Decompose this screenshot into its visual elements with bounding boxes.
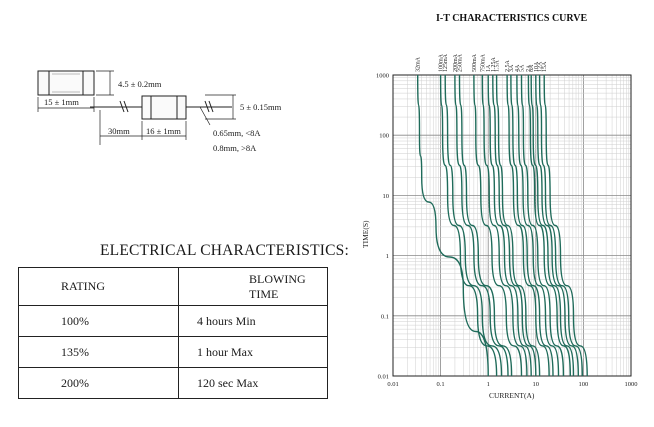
curve-2.5A: [506, 74, 550, 377]
curve-200mA: [454, 74, 509, 377]
chart-grid: [392, 75, 631, 377]
curve-100mA: [439, 74, 498, 377]
curve-label: 1A: [486, 64, 492, 72]
blowing-time-cell: 1 hour Max: [178, 336, 328, 368]
curve-label: 15A: [542, 61, 548, 72]
x-tick-label: 100: [579, 381, 589, 388]
curve-label: 10A: [534, 61, 540, 72]
curve-label: 100mA: [439, 53, 445, 72]
curve-4A: [516, 74, 560, 377]
lead-fuse-drawing: [90, 95, 232, 120]
curve-label: 250mA: [458, 53, 464, 72]
plain-fuse-dimension-lines: [37, 70, 114, 112]
x-axis-ticks: 0.01 0.1 1 10 100 1000: [387, 381, 637, 388]
y-tick-label: 1: [386, 253, 389, 260]
x-tick-label: 1: [487, 381, 490, 388]
curve-750mA: [481, 74, 528, 377]
blowing-time-header: BLOWING TIME: [178, 267, 328, 306]
rating-cell: 135%: [18, 336, 179, 368]
lead-fuse-dimension-lines: [99, 94, 236, 145]
y-tick-label: 1000: [376, 73, 389, 80]
curve-1.25A: [492, 74, 537, 377]
lead-length-label: 30mm: [108, 126, 130, 136]
curve-label: 32mA: [416, 56, 422, 72]
curve-label: 8A: [529, 64, 535, 72]
lead-body-diameter-label: 5 ± 0.15mm: [240, 102, 282, 112]
table-row: 100% 4 hours Min: [18, 305, 328, 337]
body-length-label: 15 ± 1mm: [44, 97, 79, 107]
chart-curves: [417, 74, 588, 377]
curve-125mA: [444, 74, 503, 377]
curve-label: 1.25A: [491, 57, 497, 73]
electrical-characteristics-table: RATING BLOWING TIME 100% 4 hours Min 135…: [18, 267, 328, 399]
curve-1A: [487, 74, 532, 377]
chart-title: I-T CHARACTERISTICS CURVE: [436, 13, 587, 24]
body-diameter-label: 4.5 ± 0.2mm: [118, 79, 162, 89]
y-axis-label: TIME(S): [361, 220, 370, 248]
curve-label: 500mA: [472, 53, 478, 72]
y-axis-ticks: 1000 100 10 1 0.1 0.01: [376, 73, 389, 381]
curve-label: 200mA: [453, 53, 459, 72]
curve-15A: [543, 74, 588, 377]
curve-32mA: [417, 74, 489, 377]
x-tick-label: 1000: [625, 381, 638, 388]
curve-3A: [510, 74, 554, 377]
wire-small-label: 0.65mm, <8A: [213, 128, 261, 138]
table-header-row: RATING BLOWING TIME: [18, 267, 328, 306]
curve-10A: [535, 74, 579, 377]
curve-label: 125mA: [443, 53, 449, 72]
wire-large-label: 0.8mm, >8A: [213, 143, 257, 153]
curve-250mA: [458, 74, 513, 377]
curve-label: 5A: [520, 64, 526, 72]
blowing-time-cell: 120 sec Max: [178, 367, 328, 399]
rating-cell: 200%: [18, 367, 179, 399]
curve-label: 2.5A: [505, 60, 511, 73]
x-axis-label: CURRENT(A): [489, 391, 535, 400]
y-tick-label: 0.1: [381, 313, 389, 320]
y-tick-label: 0.01: [378, 374, 389, 381]
table-row: 135% 1 hour Max: [18, 336, 328, 368]
curve-label: 3A: [509, 64, 515, 72]
y-tick-label: 100: [379, 133, 389, 140]
x-tick-label: 0.1: [437, 381, 445, 388]
table-row: 200% 120 sec Max: [18, 367, 328, 399]
x-tick-label: 10: [533, 381, 540, 388]
curve-1.5A: [495, 74, 541, 377]
curve-label: 4A: [515, 64, 521, 72]
y-tick-label: 10: [383, 193, 390, 200]
plot-frame: [392, 74, 632, 377]
electrical-characteristics-title: ELECTRICAL CHARACTERISTICS:: [100, 242, 349, 259]
x-tick-label: 0.01: [387, 381, 398, 388]
curve-12A: [538, 74, 583, 377]
rating-cell: 100%: [18, 305, 179, 337]
curve-8A: [530, 74, 575, 377]
rating-header: RATING: [18, 267, 179, 306]
curve-label: 1.5A: [495, 60, 501, 73]
curve-7A: [527, 74, 571, 377]
curve-5A: [520, 74, 565, 377]
lead-body-length-label: 16 ± 1mm: [146, 126, 181, 136]
curve-label: 7A: [526, 64, 532, 72]
blowing-time-cell: 4 hours Min: [178, 305, 328, 337]
plain-fuse-drawing: [37, 70, 95, 96]
curve-label: 750mA: [480, 53, 486, 72]
curve-500mA: [473, 74, 523, 377]
curve-label: 12A: [538, 61, 544, 72]
